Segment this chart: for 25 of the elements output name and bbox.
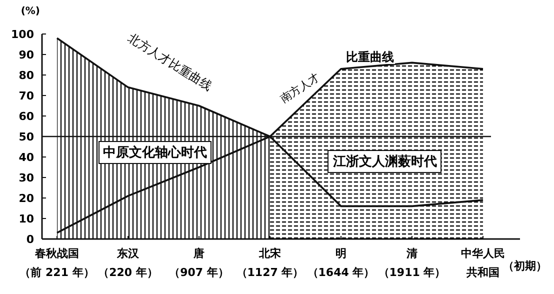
y-tick-label: 100 [11, 28, 34, 41]
annotation: 江浙文人渊薮时代 [332, 154, 437, 170]
x-tick-label: 春秋战国（前 221 年） [20, 247, 94, 279]
annotation: 中原文化轴心时代 [103, 144, 207, 160]
y-tick-label: 10 [18, 212, 34, 226]
y-tick-label: 70 [18, 90, 34, 102]
x-tick-label: 清（1911 年） [378, 247, 446, 279]
y-tick-label: 50 [18, 130, 34, 144]
x-tick-label: 中华人民共和国 [461, 247, 505, 279]
x-tick-label: 明（1644 年） [307, 247, 375, 279]
y-tick-label: 0 [26, 233, 34, 246]
text: （初期） [503, 260, 547, 272]
y-axis-title: (%) [20, 6, 40, 17]
y-tick-label: 40 [18, 151, 34, 164]
y-tick-label: 80 [18, 69, 34, 82]
x-tick-label: 唐（907 年） [169, 247, 229, 279]
annotation: 比重曲线 [346, 50, 394, 64]
x-tick-label: 东汉（220 年） [98, 247, 158, 279]
x-tick-label: 北宋（1127 年） [236, 247, 304, 279]
y-tick-label: 20 [18, 192, 34, 205]
annotation: 北方人才比重曲线 [126, 30, 214, 94]
y-tick-label: 90 [18, 48, 34, 62]
annotation: 南方人才 [278, 70, 322, 106]
y-tick-label: 60 [18, 110, 34, 123]
y-tick-label: 30 [18, 172, 34, 184]
